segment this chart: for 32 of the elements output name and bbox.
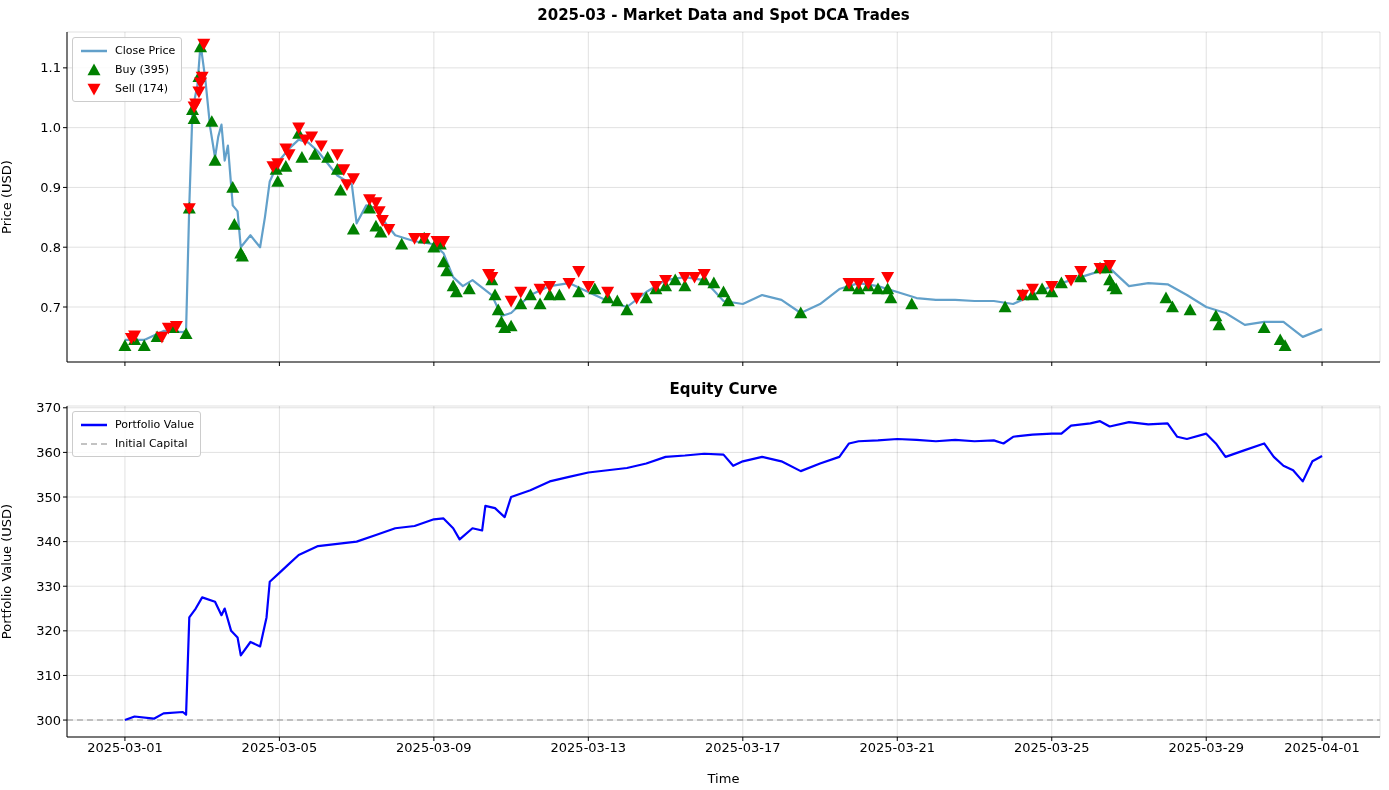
x-tick-label: 2025-04-01 [1284, 740, 1360, 756]
x-tick-label: 2025-03-21 [859, 740, 936, 756]
y-tick-label: 0.8 [40, 239, 61, 255]
y-tick-label: 310 [36, 668, 61, 684]
y-tick-label: 360 [36, 445, 61, 461]
x-tick-label: 2025-03-09 [396, 740, 472, 756]
legend-label: Close Price [115, 44, 176, 57]
x-tick-label: 2025-03-25 [1013, 740, 1090, 756]
chart-title: 2025-03 - Market Data and Spot DCA Trades [536, 6, 911, 24]
chart-title: Equity Curve [668, 380, 779, 398]
y-tick-label: 340 [36, 534, 61, 550]
y-axis-title: Price (USD) [0, 160, 14, 234]
x-tick-label: 2025-03-29 [1168, 740, 1244, 756]
legend-label: Buy (395) [115, 63, 170, 76]
y-tick-label: 0.9 [40, 180, 61, 196]
y-tick-label: 350 [36, 489, 61, 505]
x-tick-label: 2025-03-01 [87, 740, 163, 756]
y-tick-label: 1.0 [40, 120, 61, 136]
y-tick-label: 370 [36, 400, 61, 416]
y-axis-title: Portfolio Value (USD) [0, 503, 14, 640]
legend-label: Portfolio Value [115, 418, 194, 431]
x-tick-label: 2025-03-13 [550, 740, 627, 756]
y-tick-label: 330 [36, 578, 61, 594]
y-tick-label: 1.1 [40, 60, 61, 76]
y-tick-label: 0.7 [40, 299, 61, 315]
legend-label: Sell (174) [115, 82, 168, 95]
x-tick-label: 2025-03-05 [241, 740, 318, 756]
x-tick-label: 2025-03-17 [705, 740, 781, 756]
y-tick-label: 300 [36, 712, 61, 728]
x-axis-title: Time [706, 771, 740, 786]
legend-label: Initial Capital [115, 437, 188, 450]
y-tick-label: 320 [36, 623, 61, 639]
